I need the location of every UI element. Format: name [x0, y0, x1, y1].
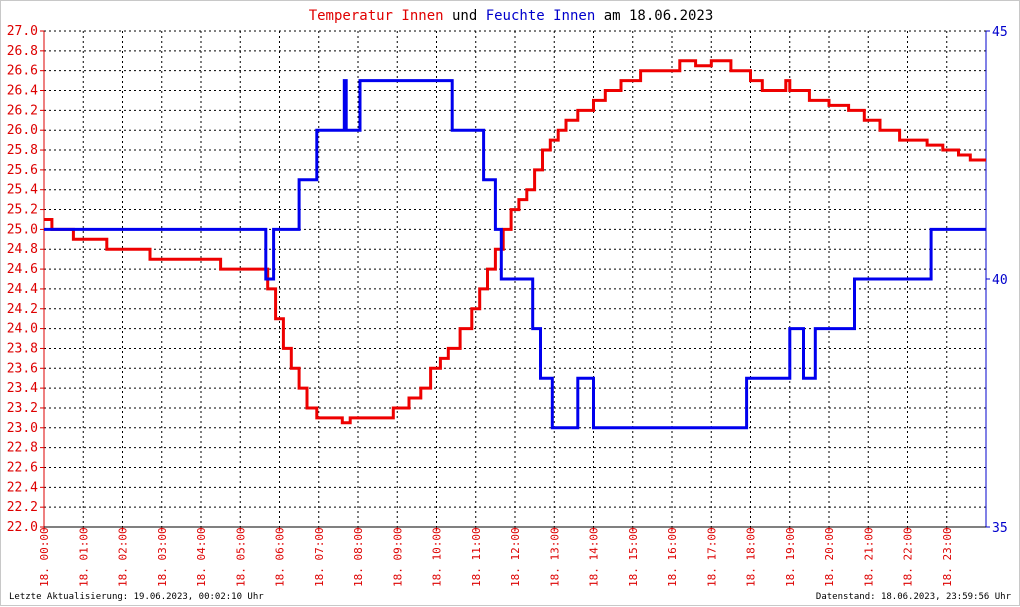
- y-left-tick-label: 22.8: [7, 441, 38, 456]
- x-tick-label: 18. 14:00: [588, 527, 601, 587]
- x-tick-label: 18. 09:00: [391, 527, 404, 587]
- y-left-tick-label: 25.2: [7, 203, 38, 218]
- chart-title-part: und: [444, 8, 478, 24]
- y-left-tick-label: 23.6: [7, 361, 38, 376]
- x-tick-label: 18. 22:00: [902, 527, 915, 587]
- x-tick-label: 18. 04:00: [195, 527, 208, 587]
- chart-title-part: am 18.06.2023: [595, 8, 713, 24]
- x-tick-label: 18. 07:00: [313, 527, 326, 587]
- y-right-tick-label: 45: [992, 25, 1008, 40]
- y-left-tick-label: 26.2: [7, 103, 38, 118]
- x-tick-label: 18. 03:00: [156, 527, 169, 587]
- series-line-temperature: [44, 59, 986, 425]
- y-left-tick-label: 23.8: [7, 341, 38, 356]
- chart-title-part: Feuchte Innen: [477, 8, 595, 24]
- x-tick-label: 18. 19:00: [784, 527, 797, 587]
- x-tick-label: 18. 13:00: [548, 527, 561, 587]
- x-tick-label: 18. 05:00: [234, 527, 247, 587]
- x-tick-label: 18. 20:00: [823, 527, 836, 587]
- x-tick-label: 18. 15:00: [627, 527, 640, 587]
- chart-title-part: Temperatur Innen: [309, 8, 444, 24]
- y-left-tick-label: 26.6: [7, 64, 38, 79]
- x-tick-label: 18. 10:00: [431, 527, 444, 587]
- y-left-tick-label: 25.6: [7, 163, 38, 178]
- x-tick-label: 18. 11:00: [470, 527, 483, 587]
- y-left-tick-label: 22.2: [7, 500, 38, 515]
- y-left-tick-label: 24.8: [7, 242, 38, 257]
- footer-data-status: Datenstand: 18.06.2023, 23:59:56 Uhr: [815, 592, 1011, 602]
- y-left-tick-label: 26.4: [7, 84, 38, 99]
- y-left-tick-label: 23.0: [7, 421, 38, 436]
- y-left-tick-label: 24.4: [7, 282, 38, 297]
- y-left-tick-label: 23.4: [7, 381, 38, 396]
- series-line-humidity: [44, 79, 986, 430]
- y-left-tick-label: 24.2: [7, 302, 38, 317]
- x-tick-label: 18. 06:00: [274, 527, 287, 587]
- y-left-tick-label: 25.4: [7, 183, 38, 198]
- y-left-tick-label: 22.0: [7, 520, 38, 535]
- y-right-tick-label: 40: [992, 273, 1008, 288]
- y-left-tick-label: 25.8: [7, 143, 38, 158]
- y-left-tick-label: 26.0: [7, 123, 38, 138]
- y-left-tick-label: 27.0: [7, 24, 38, 39]
- x-tick-label: 18. 18:00: [745, 527, 758, 587]
- x-tick-label: 18. 17:00: [705, 527, 718, 587]
- x-tick-label: 18. 08:00: [352, 527, 365, 587]
- y-right-tick-label: 35: [992, 521, 1008, 536]
- y-left-tick-label: 24.0: [7, 322, 38, 337]
- x-tick-label: 18. 00:00: [38, 527, 51, 587]
- x-tick-label: 18. 12:00: [509, 527, 522, 587]
- y-left-tick-label: 23.2: [7, 401, 38, 416]
- x-tick-label: 18. 02:00: [117, 527, 130, 587]
- y-left-tick-label: 25.0: [7, 222, 38, 237]
- footer-last-update: Letzte Aktualisierung: 19.06.2023, 00:02…: [9, 592, 264, 602]
- x-tick-label: 18. 01:00: [77, 527, 90, 587]
- y-left-tick-label: 22.4: [7, 480, 38, 495]
- y-left-tick-label: 26.8: [7, 44, 38, 59]
- x-tick-label: 18. 23:00: [941, 527, 954, 587]
- x-tick-label: 18. 21:00: [862, 527, 875, 587]
- y-left-tick-label: 24.6: [7, 262, 38, 277]
- y-left-tick-label: 22.6: [7, 460, 38, 475]
- chart-title: Temperatur Innen und Feuchte Innen am 18…: [309, 8, 714, 24]
- x-tick-label: 18. 16:00: [666, 527, 679, 587]
